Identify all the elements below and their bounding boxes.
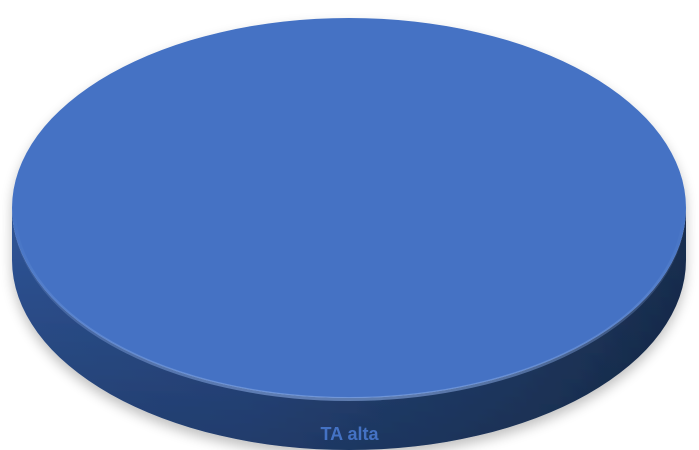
legend-entry-label: TA alta: [320, 424, 379, 444]
pie-slice-rim-highlight: [12, 19, 686, 401]
pie-slice-side-shade: [12, 208, 686, 450]
pie-slice-top[interactable]: [12, 18, 686, 398]
